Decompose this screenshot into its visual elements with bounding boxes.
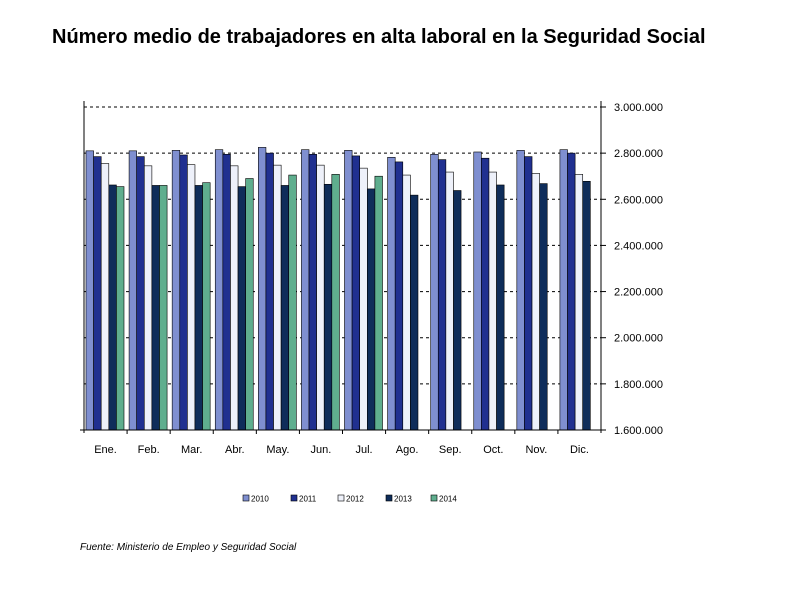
- legend-label: 2014: [439, 495, 457, 504]
- bar: [567, 152, 576, 431]
- bar: [394, 161, 404, 431]
- bar: [202, 182, 211, 431]
- bar: [516, 150, 525, 431]
- bar: [374, 175, 383, 431]
- bar: [359, 167, 368, 431]
- x-tick-label: Jul.: [355, 444, 372, 456]
- legend-label: 2010: [251, 495, 269, 504]
- bar: [524, 156, 533, 431]
- x-tick-label: Nov.: [525, 444, 547, 456]
- bar: [151, 185, 160, 431]
- legend-swatch: [337, 494, 345, 502]
- bar: [402, 174, 411, 431]
- bar: [574, 174, 584, 431]
- legend-swatch: [385, 494, 393, 502]
- bar: [171, 150, 181, 431]
- bar: [559, 149, 568, 431]
- y-tick-label: 2.800.000: [614, 148, 663, 160]
- bar: [100, 163, 110, 431]
- y-tick-labels: 1.600.000 1.800.000 2.000.000 2.200.000 2.40…: [614, 102, 663, 437]
- bar: [488, 171, 497, 431]
- x-tick-label: Mar.: [181, 444, 202, 456]
- bar: [93, 156, 102, 431]
- bar: [288, 174, 297, 431]
- y-tick-label: 3.000.000: [614, 102, 663, 114]
- y-tick-label: 2.400.000: [614, 240, 663, 252]
- bar: [344, 150, 353, 431]
- grid-lines: [84, 106, 601, 385]
- legend: 2010 2011 2012 2013 2014: [242, 494, 457, 504]
- bar: [316, 164, 325, 431]
- bar: [245, 178, 254, 431]
- bar: [481, 157, 490, 431]
- bar: [473, 151, 482, 431]
- bar: [143, 165, 153, 431]
- bar: [582, 180, 591, 431]
- legend-swatch: [290, 494, 298, 502]
- legend-label: 2011: [299, 495, 317, 504]
- bar: [136, 156, 145, 431]
- bar: [273, 164, 282, 431]
- legend-label: 2013: [394, 495, 412, 504]
- bar: [222, 153, 231, 431]
- y-tick-label: 2.600.000: [614, 194, 663, 206]
- x-tick-label: May.: [266, 444, 289, 456]
- bar: [194, 185, 203, 431]
- x-tick-label: Sep.: [439, 444, 462, 456]
- bar: [214, 149, 224, 431]
- bar: [128, 150, 137, 431]
- bar: [237, 186, 246, 431]
- bar: [496, 184, 505, 431]
- bar: [445, 171, 454, 431]
- bar: [265, 152, 274, 431]
- bar: [187, 164, 196, 431]
- y-tick-label: 2.000.000: [614, 333, 663, 345]
- x-tick-labels: Ene. Feb. Mar. Abr. May. Jun. Jul. Ago. Sep. Oct.…: [94, 444, 589, 456]
- y-tick-label: 2.200.000: [614, 287, 663, 299]
- y-tick-label: 1.800.000: [614, 379, 663, 391]
- bar: [437, 159, 447, 431]
- x-tick-label: Ago.: [396, 444, 419, 456]
- axes: [80, 101, 606, 434]
- bar: [331, 174, 340, 431]
- legend-label: 2012: [346, 495, 364, 504]
- legend-swatch: [242, 494, 250, 502]
- chart-title: Número medio de trabajadores en alta lab…: [52, 26, 706, 48]
- bar: [230, 165, 239, 431]
- bar: [323, 183, 333, 431]
- bar: [387, 156, 396, 431]
- legend-swatch: [430, 494, 438, 502]
- bar: [308, 153, 317, 431]
- bar: [301, 149, 310, 431]
- bars: [85, 147, 591, 431]
- bar: [85, 150, 94, 431]
- bar: [430, 153, 439, 431]
- x-tick-label: Feb.: [138, 444, 160, 456]
- x-tick-label: Jun.: [311, 444, 332, 456]
- bar: [366, 188, 376, 431]
- x-tick-label: Dic.: [570, 444, 589, 456]
- bar: [531, 173, 540, 431]
- bar: [453, 190, 462, 431]
- bar: [280, 185, 290, 431]
- bar: [179, 154, 188, 431]
- bar: [539, 183, 548, 431]
- bar: [108, 184, 117, 431]
- x-tick-label: Ene.: [94, 444, 117, 456]
- x-tick-label: Oct.: [483, 444, 503, 456]
- bar: [258, 147, 267, 431]
- x-tick-label: Abr.: [225, 444, 245, 456]
- bar: [410, 194, 419, 431]
- bar: [351, 155, 361, 431]
- bar: [116, 186, 125, 431]
- source-note: Fuente: Ministerio de Empleo y Seguridad…: [80, 542, 297, 553]
- bar: [159, 185, 168, 431]
- y-tick-label: 1.600.000: [614, 425, 663, 437]
